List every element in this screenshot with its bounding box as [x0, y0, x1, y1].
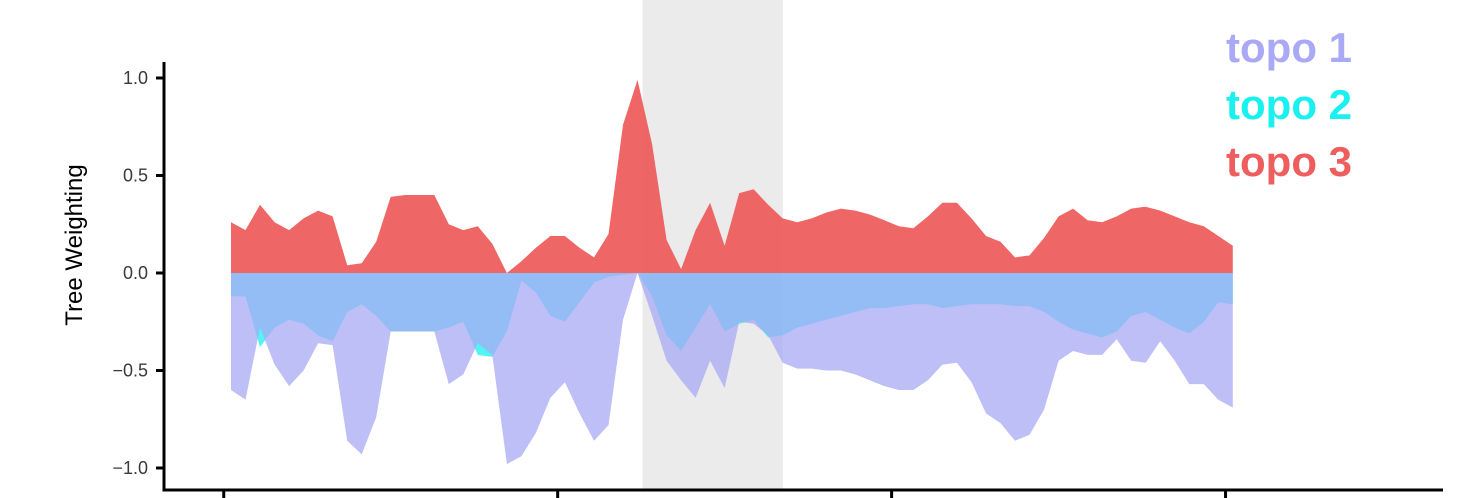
- y-axis-label: Tree Weighting: [61, 164, 88, 325]
- legend-entry-topo-2: topo 2: [1226, 81, 1352, 128]
- legend-entry-topo-1: topo 1: [1226, 24, 1352, 71]
- y-tick-label: 0.0: [123, 263, 148, 283]
- area-topo-1: [231, 273, 1233, 465]
- y-tick-label: −1.0: [112, 458, 148, 478]
- y-tick-label: −0.5: [112, 361, 148, 381]
- y-tick-label: 0.5: [123, 166, 148, 186]
- legend-entry-topo-3: topo 3: [1226, 138, 1352, 185]
- area-topo-3: [231, 79, 1233, 274]
- y-tick-label: 1.0: [123, 68, 148, 88]
